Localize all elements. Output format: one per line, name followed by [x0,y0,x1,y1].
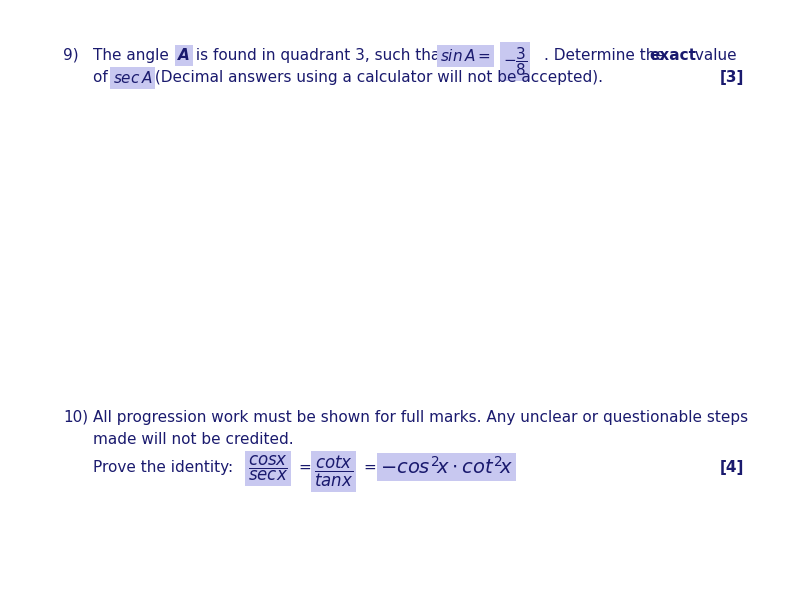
Text: =: = [363,460,376,475]
Text: exact: exact [649,48,696,63]
Text: $\mathit{sec\,A}$: $\mathit{sec\,A}$ [113,70,153,86]
Text: 9): 9) [63,48,78,63]
Text: =: = [298,460,310,475]
Text: of: of [93,70,113,85]
Text: . Determine the: . Determine the [544,48,670,63]
Text: $-\mathit{cos}^2\!x \cdot \mathit{cot}^2\!x$: $-\mathit{cos}^2\!x \cdot \mathit{cot}^2… [380,456,513,478]
Text: All progression work must be shown for full marks. Any unclear or questionable s: All progression work must be shown for f… [93,410,748,425]
Text: $\mathit{sin\,A}=$: $\mathit{sin\,A}=$ [440,48,491,64]
Text: made will not be credited.: made will not be credited. [93,432,294,447]
Text: 10): 10) [63,410,88,425]
Text: [4]: [4] [720,460,744,475]
Text: $\dfrac{\mathit{cotx}}{\mathit{tanx}}$: $\dfrac{\mathit{cotx}}{\mathit{tanx}}$ [314,454,354,489]
Text: $\dfrac{\mathit{cosx}}{\mathit{secx}}$: $\dfrac{\mathit{cosx}}{\mathit{secx}}$ [248,454,288,483]
Text: A: A [178,48,190,63]
Text: (Decimal answers using a calculator will not be accepted).: (Decimal answers using a calculator will… [150,70,603,85]
Text: The angle: The angle [93,48,174,63]
Text: [3]: [3] [720,70,744,85]
Text: Prove the identity:: Prove the identity: [93,460,233,475]
Text: $-\dfrac{3}{8}$: $-\dfrac{3}{8}$ [503,45,527,78]
Text: is found in quadrant 3, such that: is found in quadrant 3, such that [191,48,451,63]
Text: value: value [690,48,737,63]
